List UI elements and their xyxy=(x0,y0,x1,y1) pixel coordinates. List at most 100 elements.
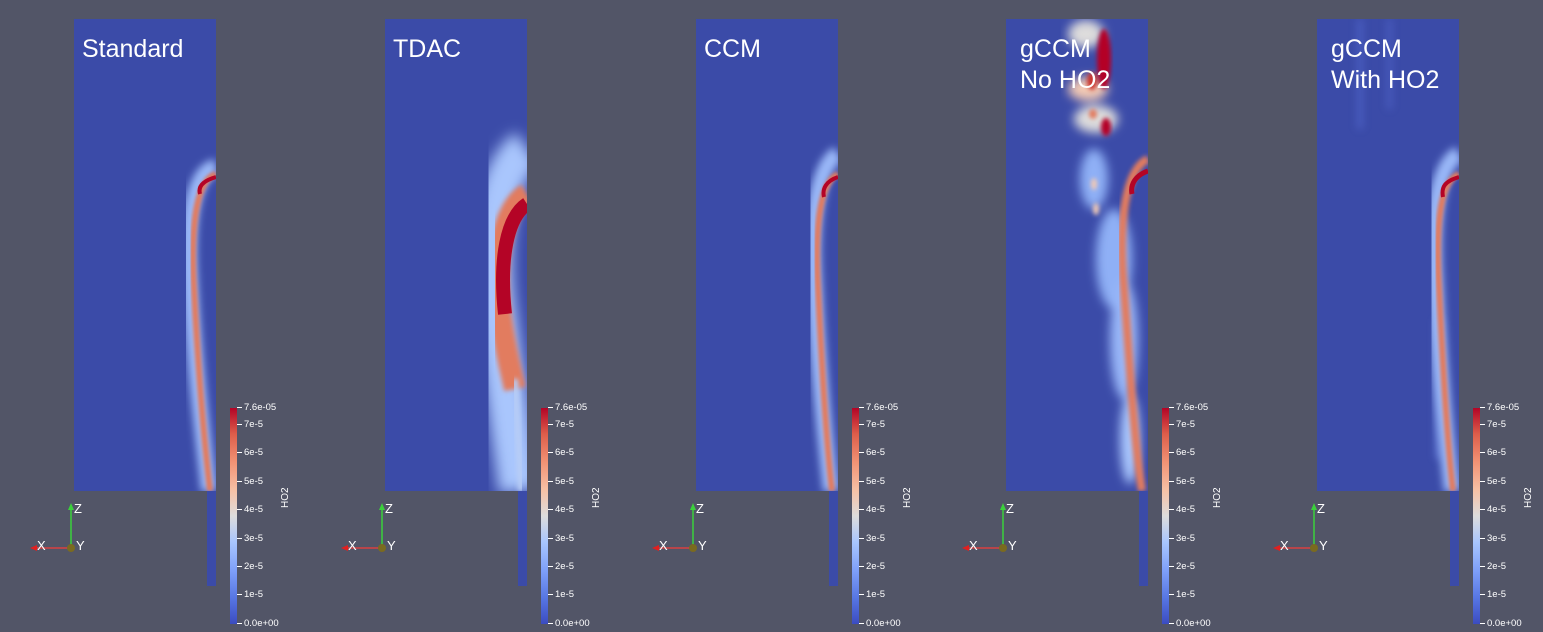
colorbar-ticks: 7.6e-05 7e-5 6e-5 5e-5 4e-5 3e-5 2e-5 1e… xyxy=(1169,403,1229,629)
tick-label: 2e-5 xyxy=(237,562,263,572)
tick-label: 5e-5 xyxy=(1480,477,1506,487)
tick-label: 0.0e+00 xyxy=(859,619,901,629)
tick-label: 7.6e-05 xyxy=(548,403,587,413)
tick-label: 4e-5 xyxy=(237,505,263,515)
tick-label: 4e-5 xyxy=(859,505,885,515)
flame-front xyxy=(472,132,527,491)
tick-label: 4e-5 xyxy=(1169,505,1195,515)
tick-label: 1e-5 xyxy=(859,590,885,600)
flame-front xyxy=(181,159,216,491)
panel-ccm: CCM Z X Y 7.6e-05 7e-5 6e-5 5e-5 4e-5 3e… xyxy=(652,0,996,632)
axis-z-label: Z xyxy=(74,501,82,516)
inlet-stem xyxy=(207,491,216,586)
axis-y-label: Y xyxy=(1008,538,1017,553)
tick-label: 7e-5 xyxy=(1480,420,1506,430)
axis-z-label: Z xyxy=(385,501,393,516)
tick-label: 7.6e-05 xyxy=(1169,403,1208,413)
colorbar-ticks: 7.6e-05 7e-5 6e-5 5e-5 4e-5 3e-5 2e-5 1e… xyxy=(859,403,919,629)
tick-label: 1e-5 xyxy=(548,590,574,600)
colorbar xyxy=(852,408,859,624)
contour-field xyxy=(1317,19,1459,491)
tick-label: 2e-5 xyxy=(1169,562,1195,572)
panel-title: gCCM No HO2 xyxy=(1020,35,1111,94)
colorbar-ticks: 7.6e-05 7e-5 6e-5 5e-5 4e-5 3e-5 2e-5 1e… xyxy=(237,403,297,629)
tick-label: 4e-5 xyxy=(548,505,574,515)
axis-x-label: X xyxy=(1280,538,1289,553)
tick-label: 2e-5 xyxy=(548,562,574,572)
tick-label: 3e-5 xyxy=(237,534,263,544)
axis-x-label: X xyxy=(969,538,978,553)
tick-label: 1e-5 xyxy=(237,590,263,600)
hot-spots xyxy=(1087,29,1111,215)
tick-label: 7.6e-05 xyxy=(1480,403,1519,413)
axis-z-label: Z xyxy=(1317,501,1325,516)
tick-label: 6e-5 xyxy=(237,448,263,458)
tick-label: 7.6e-05 xyxy=(237,403,276,413)
colorbar-ticks: 7.6e-05 7e-5 6e-5 5e-5 4e-5 3e-5 2e-5 1e… xyxy=(548,403,608,629)
orientation-axes: Z X Y xyxy=(336,498,406,558)
tick-label: 6e-5 xyxy=(1169,448,1195,458)
flame-front xyxy=(805,147,838,491)
axis-x-label: X xyxy=(348,538,357,553)
orientation-axes: Z X Y xyxy=(1268,498,1338,558)
inlet-stem xyxy=(1450,491,1459,586)
contour-field xyxy=(696,19,838,491)
panel-title: CCM xyxy=(704,35,761,63)
contour-field xyxy=(74,19,216,491)
tick-label: 2e-5 xyxy=(1480,562,1506,572)
tick-label: 7e-5 xyxy=(237,420,263,430)
tick-label: 7e-5 xyxy=(859,420,885,430)
flame-front xyxy=(1118,155,1148,491)
orientation-axes: Z X Y xyxy=(25,498,95,558)
contour-field xyxy=(1006,19,1148,491)
colorbar-ticks: 7.6e-05 7e-5 6e-5 5e-5 4e-5 3e-5 2e-5 1e… xyxy=(1480,403,1540,629)
axis-y-label: Y xyxy=(1319,538,1328,553)
panel-gccm-with-ho2: gCCM With HO2 Z X Y 7.6e-05 7e-5 6e-5 5e… xyxy=(1273,0,1543,632)
colorbar-title: HO2 xyxy=(1523,487,1534,508)
inlet-stem xyxy=(829,491,838,586)
colorbar-title: HO2 xyxy=(280,487,291,508)
axis-x-label: X xyxy=(37,538,46,553)
axis-z-label: Z xyxy=(1006,501,1014,516)
tick-label: 6e-5 xyxy=(548,448,574,458)
inlet-stem xyxy=(1139,491,1148,586)
panel-title: Standard xyxy=(82,35,184,63)
tick-label: 3e-5 xyxy=(1480,534,1506,544)
colorbar-title: HO2 xyxy=(591,487,602,508)
colorbar-title: HO2 xyxy=(902,487,913,508)
tick-label: 6e-5 xyxy=(1480,448,1506,458)
tick-label: 3e-5 xyxy=(1169,534,1195,544)
panel-title: gCCM With HO2 xyxy=(1331,35,1440,94)
panel-title: TDAC xyxy=(393,35,462,63)
colorbar xyxy=(541,408,548,624)
axis-y-label: Y xyxy=(387,538,396,553)
axis-y-label: Y xyxy=(76,538,85,553)
tick-label: 5e-5 xyxy=(237,477,263,487)
tick-label: 1e-5 xyxy=(1169,590,1195,600)
tick-label: 0.0e+00 xyxy=(237,619,279,629)
panel-standard: Standard Z X Y 7.6e-05 7e-5 6e-5 5e-5 4e… xyxy=(30,0,374,632)
orientation-axes: Z X Y xyxy=(957,498,1027,558)
flame-front xyxy=(1426,146,1459,491)
colorbar-title: HO2 xyxy=(1212,487,1223,508)
orientation-axes: Z X Y xyxy=(647,498,717,558)
tick-label: 5e-5 xyxy=(548,477,574,487)
tick-label: 5e-5 xyxy=(859,477,885,487)
tick-label: 4e-5 xyxy=(1480,505,1506,515)
tick-label: 0.0e+00 xyxy=(1169,619,1211,629)
tick-label: 3e-5 xyxy=(859,534,885,544)
tick-label: 1e-5 xyxy=(1480,590,1506,600)
tick-label: 6e-5 xyxy=(859,448,885,458)
colorbar xyxy=(1162,408,1169,624)
tick-label: 0.0e+00 xyxy=(1480,619,1522,629)
tick-label: 2e-5 xyxy=(859,562,885,572)
panel-gccm-no-ho2: gCCM No HO2 Z X Y 7.6e-05 7e-5 6e-5 5e-5… xyxy=(962,0,1306,632)
colorbar xyxy=(230,408,237,624)
contour-field xyxy=(385,19,527,491)
panel-tdac: TDAC Z X Y 7.6e-05 7e-5 6e-5 5e-5 4e-5 3… xyxy=(341,0,685,632)
tick-label: 5e-5 xyxy=(1169,477,1195,487)
inlet-stem xyxy=(518,491,527,586)
tick-label: 7.6e-05 xyxy=(859,403,898,413)
axis-z-label: Z xyxy=(696,501,704,516)
axis-y-label: Y xyxy=(698,538,707,553)
